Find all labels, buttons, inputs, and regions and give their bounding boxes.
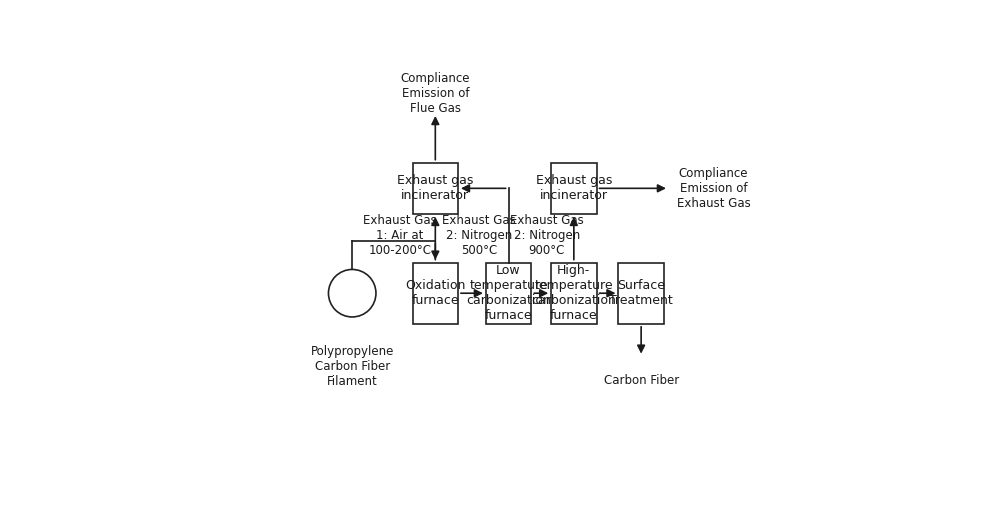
Text: Polypropylene
Carbon Fiber
Filament: Polypropylene Carbon Fiber Filament [311, 345, 394, 388]
Text: Surface
Treatment: Surface Treatment [609, 279, 673, 307]
Text: Compliance
Emission of
Flue Gas: Compliance Emission of Flue Gas [401, 72, 470, 115]
Text: Carbon Fiber: Carbon Fiber [604, 374, 679, 387]
Text: Low
temperature
carbonization
furnace: Low temperature carbonization furnace [466, 264, 551, 322]
Text: Compliance
Emission of
Exhaust Gas: Compliance Emission of Exhaust Gas [677, 167, 750, 210]
Text: Oxidation
furnace: Oxidation furnace [405, 279, 466, 307]
FancyBboxPatch shape [551, 263, 597, 324]
FancyBboxPatch shape [486, 263, 531, 324]
FancyBboxPatch shape [413, 263, 458, 324]
FancyBboxPatch shape [413, 162, 458, 214]
Text: Exhaust Gas
2: Nitrogen
500°C: Exhaust Gas 2: Nitrogen 500°C [442, 214, 516, 258]
FancyBboxPatch shape [551, 162, 597, 214]
Text: Exhaust gas
incinerator: Exhaust gas incinerator [536, 174, 612, 203]
Text: Exhaust Gas
1: Air at
100-200°C: Exhaust Gas 1: Air at 100-200°C [363, 214, 437, 258]
Text: Exhaust gas
incinerator: Exhaust gas incinerator [397, 174, 474, 203]
FancyBboxPatch shape [618, 263, 664, 324]
Text: Exhaust Gas
2: Nitrogen
900°C: Exhaust Gas 2: Nitrogen 900°C [510, 214, 584, 258]
Text: High-
temperature
carbonization
furnace: High- temperature carbonization furnace [531, 264, 616, 322]
Circle shape [328, 269, 376, 317]
